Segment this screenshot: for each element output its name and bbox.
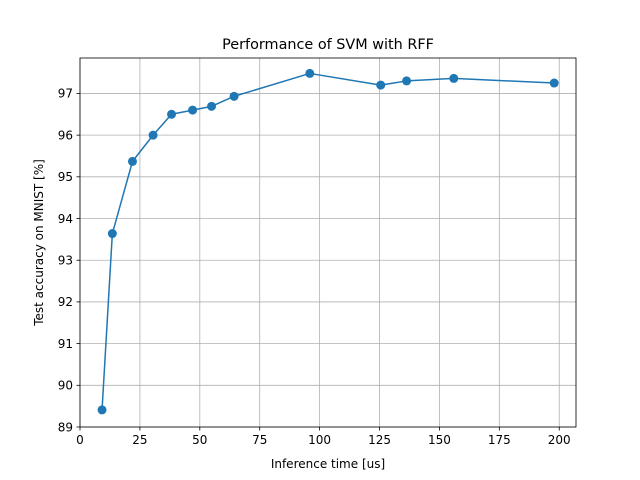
plot-area (80, 58, 576, 427)
chart-title: Performance of SVM with RFF (222, 37, 434, 53)
data-point (402, 76, 412, 86)
x-tick-label: 175 (488, 433, 511, 447)
axis-ticks: 0 25 50 75 100 125 150 175 200 89 90 91 92 93 94 95 96 97 (58, 87, 571, 447)
x-tick-label: 200 (548, 433, 571, 447)
data-point (188, 105, 198, 115)
y-tick-label: 94 (58, 212, 73, 226)
y-tick-label: 93 (58, 254, 73, 268)
data-point (107, 229, 117, 239)
x-tick-label: 125 (368, 433, 391, 447)
y-axis-label: Test accuracy on MNIST [%] (32, 159, 46, 327)
plot-frame (79, 57, 577, 428)
data-point (207, 101, 217, 111)
x-tick-label: 50 (192, 433, 207, 447)
x-tick-label: 75 (252, 433, 267, 447)
y-tick-label: 95 (58, 170, 73, 184)
data-point (376, 80, 386, 90)
x-tick-label: 100 (308, 433, 331, 447)
data-point (167, 109, 177, 119)
data-point (305, 68, 315, 78)
data-point (97, 405, 107, 415)
data-point (449, 73, 459, 83)
y-tick-label: 91 (58, 337, 73, 351)
data-point (127, 156, 137, 166)
data-point (549, 78, 559, 88)
x-axis-label: Inference time [us] (271, 457, 385, 471)
x-tick-label: 25 (132, 433, 147, 447)
data-point (148, 130, 158, 140)
data-series (97, 68, 559, 415)
x-tick-label: 150 (428, 433, 451, 447)
x-tick-label: 0 (76, 433, 84, 447)
y-tick-label: 89 (58, 420, 73, 434)
y-tick-label: 97 (58, 87, 73, 101)
y-tick-label: 92 (58, 295, 73, 309)
y-tick-label: 96 (58, 128, 73, 142)
data-point (229, 91, 239, 101)
y-tick-label: 90 (58, 379, 73, 393)
